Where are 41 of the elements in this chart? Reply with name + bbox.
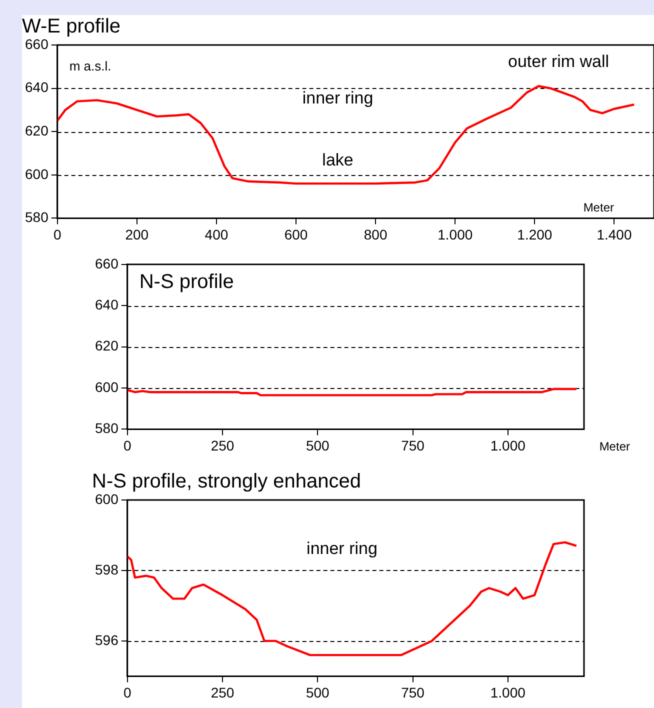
x-tick-label: 1.200 [517,226,552,242]
chart-title: N-S profile [139,270,234,293]
annotation: lake [322,150,354,170]
x-tick-label: 400 [204,226,228,242]
x-tick-label: 0 [53,226,62,242]
y-tick-label: 600 [95,490,119,507]
y-tick-label: 660 [25,36,49,52]
annotation: outer rim wall [508,52,610,72]
y-tick-label: 660 [95,255,119,272]
x-tick-label: 1.000 [490,437,526,454]
x-tick-label: 0 [123,684,132,700]
x-axis-title: Meter [583,200,614,215]
y-tick-label: 598 [95,561,119,578]
y-tick-label: 620 [25,122,49,138]
x-axis-title: Meter [599,440,630,454]
x-tick-label: 1.000 [438,226,473,242]
chart-title: N-S profile, strongly enhanced [92,470,362,493]
chart-title: W-E profile [22,16,121,38]
x-tick-label: 600 [284,226,308,242]
x-tick-label: 250 [210,437,234,454]
x-tick-label: 500 [306,684,330,700]
y-tick-label: 620 [95,338,119,354]
x-tick-label: 500 [306,437,330,454]
x-tick-label: 200 [125,226,149,242]
x-tick-label: 1.000 [490,684,526,700]
y-tick-label: 640 [95,296,119,312]
annotation: inner ring [302,88,374,108]
x-tick-label: 1.400 [596,226,632,242]
annotation: inner ring [306,539,378,558]
y-axis-title: m a.s.l. [69,58,112,74]
y-tick-label: 580 [25,209,49,226]
y-tick-label: 600 [25,166,49,182]
x-tick-label: 750 [401,684,425,700]
y-tick-label: 640 [25,79,49,96]
y-tick-label: 580 [95,420,119,436]
x-tick-label: 0 [123,437,132,454]
x-tick-label: 800 [364,226,388,242]
x-tick-label: 750 [401,437,425,454]
y-tick-label: 600 [95,378,119,395]
y-tick-label: 596 [95,632,119,648]
x-tick-label: 250 [210,684,234,700]
